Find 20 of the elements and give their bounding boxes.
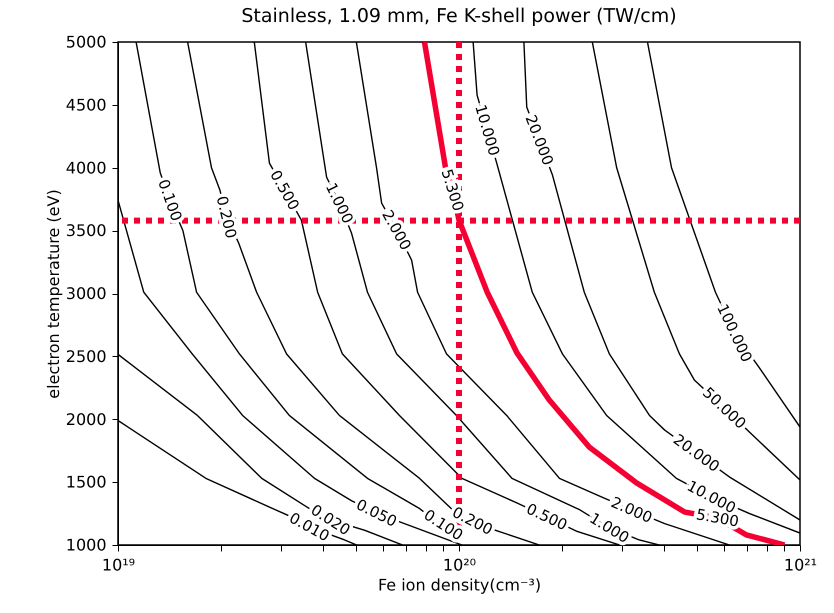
y-tick-label: 2500	[66, 346, 106, 366]
y-tick-label: 4000	[66, 158, 106, 178]
y-axis-title: electron temperature (eV)	[44, 189, 63, 399]
x-tick-label: 10¹⁹	[102, 556, 136, 574]
chart-title: Stainless, 1.09 mm, Fe K-shell power (TW/cm)	[241, 5, 677, 27]
y-tick-label: 5000	[66, 32, 106, 52]
annotation: 0.200	[212, 194, 240, 240]
y-tick-label: 1000	[66, 536, 106, 554]
y-tick-label: 2000	[66, 410, 106, 429]
y-tick-label: 1500	[66, 472, 106, 492]
annotation: 0.100	[154, 176, 186, 224]
annotation: 0.500	[524, 500, 570, 534]
x-axis-title: Fe ion density(cm⁻³)	[378, 576, 542, 594]
y-tick-label: 4500	[66, 95, 106, 114]
x-tick-label: 10²⁰	[442, 556, 476, 574]
x-tick-label: 10²¹	[784, 556, 818, 574]
annotation: 5.300	[438, 166, 468, 214]
y-tick-label: 3000	[66, 284, 106, 303]
y-tick-label: 3500	[66, 221, 106, 240]
annotation: 10.000	[471, 102, 504, 158]
